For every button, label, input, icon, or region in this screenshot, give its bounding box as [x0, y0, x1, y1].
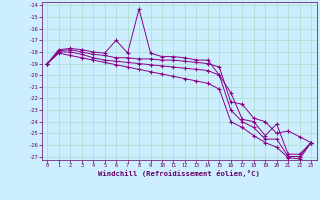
- X-axis label: Windchill (Refroidissement éolien,°C): Windchill (Refroidissement éolien,°C): [98, 170, 260, 177]
